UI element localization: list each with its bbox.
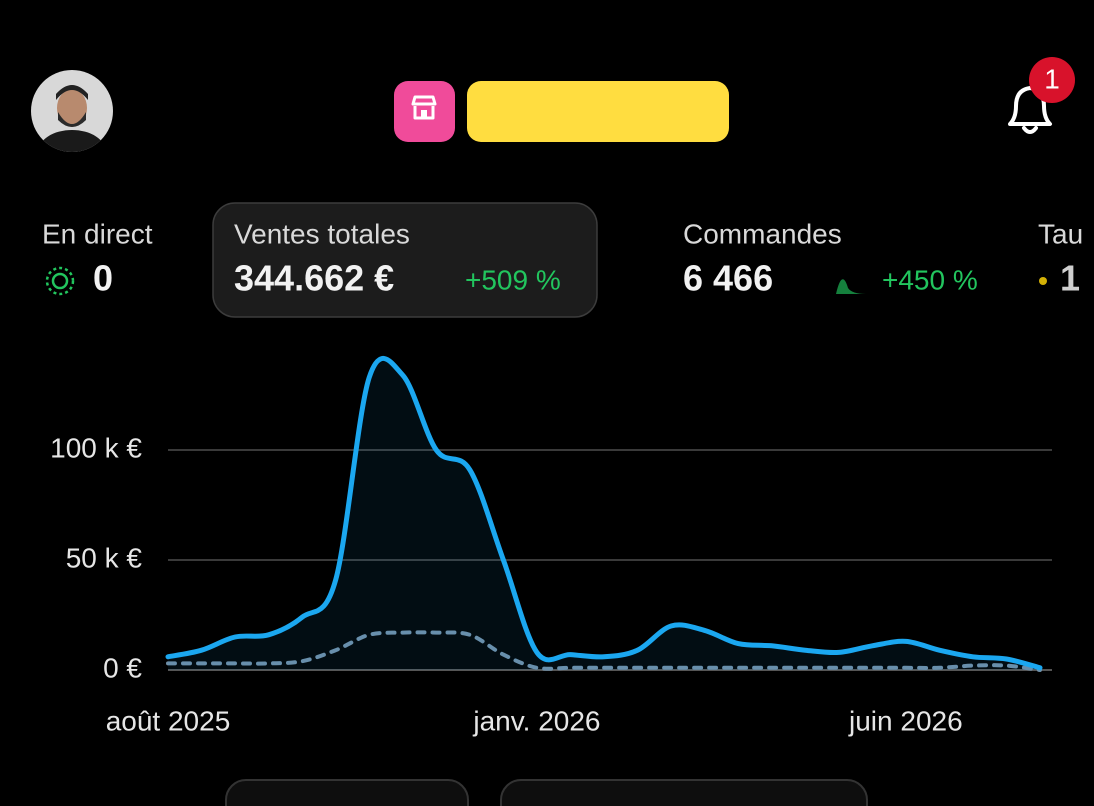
sparkline-icon [828, 279, 866, 294]
metric-value: 0 [93, 258, 113, 299]
live-icon [45, 266, 75, 296]
metric-value: 6 466 [683, 258, 773, 299]
metric-label[interactable]: Commandes [683, 218, 842, 249]
metric-change: +450 % [882, 264, 978, 295]
line [165, 355, 1043, 671]
y-tick-label: 50 k € [66, 542, 143, 573]
metric-label: En direct [42, 218, 153, 249]
store-name-redacted[interactable] [467, 81, 729, 142]
metric-label: Ventes totales [234, 218, 410, 249]
avatar[interactable] [31, 70, 113, 174]
metric-value: 1 [1060, 258, 1080, 299]
x-tick-label: juin 2026 [848, 705, 963, 736]
button[interactable] [500, 779, 868, 806]
y-tick-label: 0 € [103, 652, 142, 683]
notification-badge: 1 [1044, 63, 1060, 94]
chart: 0 € 50 k € 100 k € août 2025 janv. 2026 juin … [50, 355, 1052, 736]
line [166, 630, 1042, 672]
metric-card-selected[interactable] [212, 202, 598, 318]
button[interactable] [225, 779, 469, 806]
metric-dot [1039, 277, 1047, 285]
area [168, 358, 1040, 670]
metric-change: +509 % [465, 264, 561, 295]
y-tick-label: 100 k € [50, 432, 142, 463]
metric-label[interactable]: Tau [1038, 218, 1083, 249]
notifications[interactable]: 1 [1008, 57, 1075, 134]
x-tick-label: janv. 2026 [472, 705, 600, 736]
store-icon[interactable] [394, 81, 455, 142]
metric-value: 344.662 € [234, 258, 394, 299]
x-tick-label: août 2025 [106, 705, 231, 736]
